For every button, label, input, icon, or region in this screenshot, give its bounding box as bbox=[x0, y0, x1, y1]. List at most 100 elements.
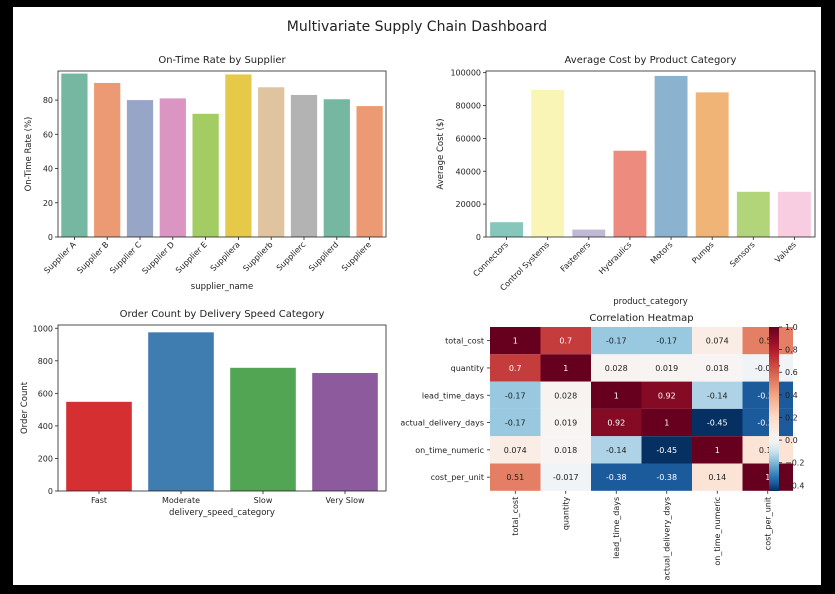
heatmap-cell bbox=[692, 408, 743, 437]
x-tick-label: Supplierd bbox=[307, 240, 340, 273]
heatmap-cell bbox=[490, 354, 541, 382]
heatmap-value: -0.14 bbox=[606, 446, 627, 455]
colorbar-tick-label: 1.0 bbox=[785, 323, 798, 332]
y-tick-label: 0 bbox=[476, 233, 481, 242]
bar-supplier-e bbox=[192, 113, 219, 237]
bar-control-systems bbox=[531, 89, 565, 237]
avgcost-chart-title: Average Cost by Product Category bbox=[565, 55, 737, 66]
colorbar-tick-label: 0.4 bbox=[785, 391, 798, 400]
heatmap-cell bbox=[591, 354, 642, 382]
heatmap-cell bbox=[692, 354, 743, 382]
heatmap-row-label: actual_delivery_days bbox=[400, 419, 484, 428]
heatmap-row-label: total_cost bbox=[445, 337, 484, 346]
heatmap-title: Correlation Heatmap bbox=[589, 313, 693, 324]
heatmap-value: 1 bbox=[664, 419, 669, 428]
avgcost-chart-axes-frame bbox=[485, 70, 816, 238]
heatmap-value: 0.51 bbox=[759, 337, 777, 346]
heatmap-cell bbox=[742, 327, 793, 355]
heatmap-value: -0.017 bbox=[553, 473, 579, 482]
heatmap-cell bbox=[742, 463, 793, 491]
heatmap-cell bbox=[540, 408, 591, 437]
x-tick-label: Hydraulics bbox=[597, 240, 633, 276]
heatmap-col-label: on_time_numeric bbox=[713, 497, 722, 566]
bar-supplier-b bbox=[94, 82, 121, 238]
heatmap-value: 0.018 bbox=[554, 446, 577, 455]
x-tick-label: Supplier A bbox=[42, 240, 78, 276]
bar-supplierd bbox=[323, 99, 350, 237]
heatmap-col-label: lead_time_days bbox=[612, 497, 621, 559]
heatmap-cell bbox=[591, 327, 642, 355]
ontime-chart-xlabel: supplier_name bbox=[191, 282, 253, 292]
y-tick-label: 100000 bbox=[450, 69, 481, 78]
bar-supplier-c bbox=[126, 100, 154, 238]
heatmap-row-label: on_time_numeric bbox=[415, 446, 484, 455]
heatmap-cell bbox=[591, 463, 642, 491]
heatmap-cell bbox=[490, 436, 541, 464]
dashboard-title: Multivariate Supply Chain Dashboard bbox=[287, 19, 547, 35]
heatmap-value: 0.028 bbox=[554, 391, 577, 400]
heatmap-value: 1 bbox=[614, 391, 619, 400]
heatmap-cell bbox=[540, 463, 591, 491]
ordercount-chart-xlabel: delivery_speed_category bbox=[169, 508, 275, 518]
heatmap-cell bbox=[641, 354, 692, 382]
bar-very-slow bbox=[312, 373, 378, 491]
y-tick-label: 600 bbox=[38, 389, 53, 398]
heatmap-cell bbox=[742, 436, 793, 464]
x-tick-label: Supplier E bbox=[174, 240, 209, 275]
bar-supplier-d bbox=[159, 98, 186, 238]
heatmap-value: -0.38 bbox=[757, 391, 778, 400]
correlation-heatmap: Correlation Heatmap 1 0.7 -0.17 -0.17 0.074 0.… bbox=[400, 313, 804, 580]
heatmap-cell bbox=[540, 327, 591, 355]
x-tick-label: Pumps bbox=[690, 240, 715, 265]
x-tick-label: Fast bbox=[91, 496, 107, 505]
heatmap-value: 1 bbox=[765, 473, 770, 482]
heatmap-cell bbox=[641, 436, 692, 464]
ontime-chart-axes-frame bbox=[57, 70, 387, 238]
avgcost-chart-xlabel: product_category bbox=[613, 297, 688, 307]
heatmap-value: -0.17 bbox=[606, 337, 627, 346]
bar-supplierb bbox=[258, 87, 285, 238]
heatmap-col-label: cost_per_unit bbox=[764, 497, 773, 550]
x-tick-label: Motors bbox=[649, 240, 675, 266]
heatmap-cell bbox=[591, 436, 642, 464]
x-tick-label: Connectors bbox=[471, 240, 509, 278]
heatmap-value: 0.028 bbox=[605, 364, 628, 373]
colorbar-tick-label: 0.2 bbox=[785, 413, 798, 422]
y-tick-label: 80000 bbox=[456, 102, 481, 111]
colorbar-tick-label: 0.0 bbox=[785, 436, 798, 445]
x-tick-label: Moderate bbox=[162, 496, 200, 505]
bar-suppliere bbox=[356, 106, 383, 237]
heatmap-cell bbox=[490, 327, 541, 355]
x-tick-label: Supplier D bbox=[140, 240, 176, 276]
bar-motors bbox=[654, 75, 688, 237]
heatmap-value: 0.019 bbox=[554, 419, 577, 428]
heatmap-value: -0.17 bbox=[505, 419, 526, 428]
heatmap-row-label: cost_per_unit bbox=[431, 473, 484, 482]
heatmap-col-label: total_cost bbox=[511, 497, 520, 536]
heatmap-col-label: actual_delivery_days bbox=[663, 497, 672, 581]
y-tick-label: 80 bbox=[43, 96, 53, 105]
heatmap-cell bbox=[692, 381, 743, 409]
colorbar bbox=[769, 327, 779, 491]
heatmap-cell bbox=[742, 354, 793, 382]
ontime-chart-ylabel: On-Time Rate (%) bbox=[24, 117, 34, 192]
heatmap-cell bbox=[692, 463, 743, 491]
ordercount-chart-axes-frame bbox=[57, 324, 387, 492]
bar-connectors bbox=[490, 222, 524, 237]
bar-supplier-a bbox=[61, 73, 88, 237]
bar-fast bbox=[66, 401, 132, 491]
y-tick-label: 0 bbox=[48, 233, 53, 242]
heatmap-cell bbox=[641, 463, 692, 491]
heatmap-cell bbox=[490, 408, 541, 437]
heatmap-cell bbox=[742, 381, 793, 409]
y-tick-label: 200 bbox=[38, 454, 53, 463]
x-tick-label: Fasteners bbox=[559, 240, 593, 274]
heatmap-cell bbox=[591, 381, 642, 409]
x-tick-label: Slow bbox=[254, 496, 273, 505]
heatmap-value: 0.14 bbox=[708, 473, 726, 482]
heatmap-value: -0.38 bbox=[757, 419, 778, 428]
y-tick-label: 1000 bbox=[33, 324, 53, 333]
bar-suppliera bbox=[225, 74, 252, 237]
heatmap-value: 0.7 bbox=[509, 364, 522, 373]
heatmap-value: 0.92 bbox=[658, 391, 676, 400]
